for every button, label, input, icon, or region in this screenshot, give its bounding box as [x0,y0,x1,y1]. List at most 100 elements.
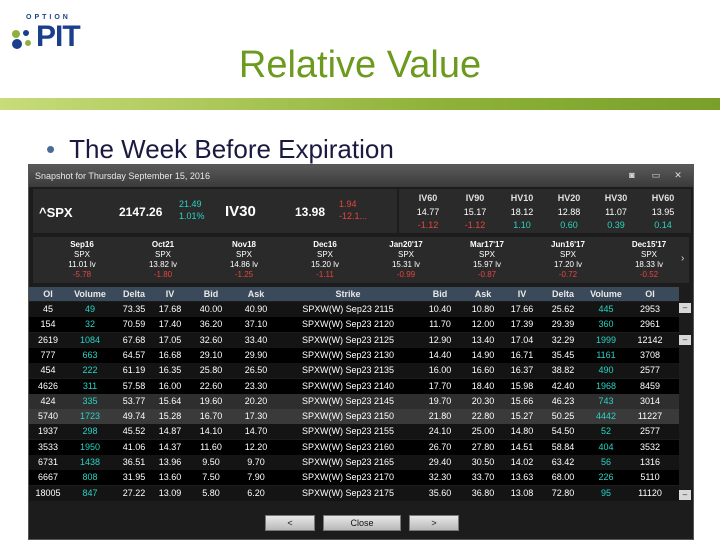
table-cell: 15.66 [510,395,534,406]
column-header[interactable]: Bid [432,289,448,299]
table-cell: 41.06 [122,441,146,452]
close-button[interactable]: Close [323,515,401,531]
table-cell: 13.60 [158,472,182,483]
column-header[interactable]: Volume [74,289,106,299]
volatility-panel [399,189,691,233]
table-cell: 14.80 [510,426,534,437]
scroll-right-icon[interactable]: › [681,253,685,264]
table-cell: 2577 [639,426,661,437]
expiration-name: Oct21 [151,240,175,249]
iv30-change-pct: -12.1... [339,211,368,221]
expiration-name: Jan20'17 [389,240,423,249]
logo-dots-icon [12,30,31,49]
table-cell: 10.40 [428,304,452,314]
table-cell: 2577 [639,365,661,376]
table-cell: 777 [40,349,56,360]
table-cell: 67.68 [122,334,146,345]
table-cell: 33.70 [471,472,495,483]
table-cell: 16.00 [158,380,182,391]
window-titlebar[interactable]: Snapshot for Thursday September 15, 2016… [29,165,693,187]
column-header[interactable]: Ask [247,289,265,299]
table-cell: 25.62 [551,304,575,314]
expiration-item[interactable]: Nov18 SPX 14.86 lv -1.25 [209,240,279,280]
column-header[interactable]: IV [517,289,527,299]
underlying-change: 21.49 [179,199,202,209]
camera-icon[interactable]: ◙ [629,170,635,180]
table-cell: 23.30 [244,380,268,391]
table-cell: 5110 [640,472,660,483]
table-cell: SPXW(W) Sep23 2175 [301,487,395,498]
table-row[interactable]: 2619 1084 67.68 17.05 32.60 33.40 SPXW(W) Sep2… [29,332,679,348]
table-cell: 8459 [639,380,661,391]
collapse-mid-button[interactable]: – [679,335,691,345]
logo-top-text: OPTION [26,14,71,21]
table-row[interactable]: 454 222 61.19 16.35 25.80 26.50 SPXW(W) Sep23 … [29,363,679,379]
underlying-symbol: ^SPX [39,205,73,220]
expiration-item[interactable]: Dec15'17 SPX 18.33 lv -0.52 [614,240,684,280]
collapse-top-button[interactable]: – [679,303,691,313]
expiration-chg: -1.11 [316,270,334,279]
table-cell: 17.68 [158,304,182,314]
expiration-item[interactable]: Jan20'17 SPX 15.31 lv -0.99 [371,240,441,280]
expiration-name: Jun16'17 [551,240,585,249]
table-cell: 2953 [639,304,661,314]
bullet-text: The Week Before Expiration [69,134,394,164]
table-row[interactable]: 154 32 70.59 17.40 36.20 37.10 SPXW(W) Sep23 2… [29,317,679,333]
prev-button[interactable]: < [265,515,315,531]
table-row[interactable]: 6667 808 31.95 13.60 7.50 7.90 SPXW(W) Sep23 2… [29,470,679,486]
table-cell: 26.70 [428,441,452,452]
expiration-item[interactable]: Sep16 SPX 11.01 lv -5.78 [47,240,117,280]
minimize-icon[interactable]: ▭ [651,170,661,180]
column-header[interactable]: Bid [203,289,219,299]
table-cell: 14.87 [158,426,182,437]
expiration-item[interactable]: Jun16'17 SPX 17.20 lv -0.72 [533,240,603,280]
expiration-chg: -1.80 [153,270,173,279]
expiration-item[interactable]: Dec16 SPX 15.20 lv -1.11 [290,240,360,280]
table-row[interactable]: 45 49 73.35 17.68 40.00 40.90 SPXW(W) Sep23 21… [29,302,679,317]
table-cell: 5.80 [202,487,220,498]
table-cell: 3533 [37,441,59,452]
expiration-item[interactable]: Oct21 SPX 13.82 lv -1.80 [128,240,198,280]
table-cell: 14.90 [471,349,495,360]
next-button[interactable]: > [409,515,459,531]
table-cell: 1438 [79,457,101,467]
expiration-item[interactable]: Mar17'17 SPX 15.97 lv -0.87 [452,240,522,280]
table-row[interactable]: 5740 1723 49.74 15.28 16.70 17.30 SPXW(W) Sep2… [29,409,679,425]
table-row[interactable]: 4626 311 57.58 16.00 22.60 23.30 SPXW(W) Sep23… [29,378,679,394]
column-header[interactable]: Volume [590,289,622,299]
table-cell: SPXW(W) Sep23 2160 [301,441,395,452]
table-cell: 33.40 [244,334,268,345]
table-cell: 17.39 [510,319,534,330]
close-icon[interactable]: ✕ [674,170,682,180]
column-header[interactable]: Ask [474,289,492,299]
table-cell: 13.09 [158,487,182,498]
collapse-bottom-button[interactable]: – [679,490,691,500]
table-cell: 490 [598,365,614,376]
column-header[interactable]: Delta [551,289,574,299]
table-cell: 32.60 [199,334,223,345]
table-cell: 663 [82,349,98,360]
table-cell: 445 [598,304,614,314]
table-cell: 17.66 [510,304,534,314]
table-cell: 29.10 [199,349,223,360]
table-row[interactable]: 777 663 64.57 16.68 29.10 29.90 SPXW(W) Sep23 … [29,347,679,363]
table-row[interactable]: 6731 1438 36.51 13.96 9.50 9.70 SPXW(W) Sep23 … [29,455,679,470]
column-header[interactable]: Delta [122,289,145,299]
column-header[interactable]: Strike [335,289,361,299]
table-cell: 1968 [595,380,617,391]
table-row[interactable]: 424 335 53.77 15.64 19.60 20.20 SPXW(W) Sep23 … [29,393,679,409]
table-cell: 36.20 [199,319,223,330]
table-cell: 404 [598,441,614,452]
table-row[interactable]: 3533 1950 41.06 14.37 11.60 12.20 SPXW(W) Sep2… [29,439,679,455]
vol-header: HV30 [604,193,628,203]
expiration-iv: 15.31 lv [391,260,421,269]
table-row[interactable]: 18005 847 27.22 13.09 5.80 6.20 SPXW(W) Sep23 … [29,485,679,501]
column-header[interactable]: OI [43,289,53,299]
column-header[interactable]: IV [165,289,175,299]
table-row[interactable]: 1937 298 45.52 14.87 14.10 14.70 SPXW(W) Sep23… [29,424,679,440]
table-cell: 29.39 [551,319,575,330]
table-cell: SPXW(W) Sep23 2170 [301,472,395,483]
vol-change: 1.10 [513,220,531,230]
column-header[interactable]: OI [645,289,655,299]
table-cell: 12.90 [428,334,452,345]
